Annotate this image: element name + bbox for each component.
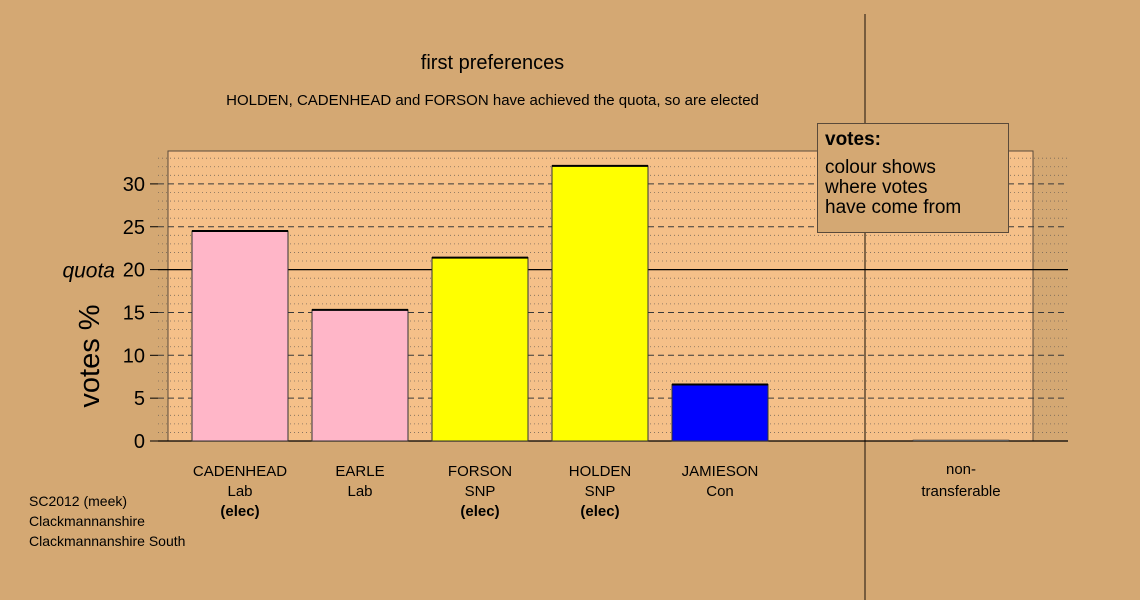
bar-jamieson: [671, 383, 769, 442]
category-label-party: SNP: [465, 483, 496, 500]
legend-line: have come from: [825, 197, 962, 218]
category-label-name: CADENHEAD: [193, 463, 287, 480]
category-label-elected: (elec): [220, 503, 259, 520]
category-label-party: Con: [706, 483, 734, 500]
y-tick-label: 10: [123, 345, 145, 367]
category-label-elected: (elec): [460, 503, 499, 520]
bar-holden: [551, 165, 649, 442]
chart-title: first preferences: [420, 52, 565, 74]
legend-line: where votes: [825, 177, 928, 198]
bar-earle: [311, 309, 409, 442]
category-label-name: HOLDEN: [569, 463, 632, 480]
y-tick-label: 0: [134, 431, 145, 453]
y-tick-label: 25: [123, 217, 145, 239]
bar-cadenhead: [191, 230, 289, 442]
y-tick-label: 5: [134, 388, 145, 410]
category-label-name: EARLE: [335, 463, 384, 480]
chart-subtitle: HOLDEN, CADENHEAD and FORSON have achiev…: [226, 92, 759, 109]
category-label-name: JAMIESON: [682, 463, 759, 480]
y-tick-label: 15: [123, 302, 145, 324]
category-label-name: FORSON: [448, 463, 512, 480]
y-axis-label: votes %: [74, 304, 106, 407]
quota-label: quota: [62, 260, 115, 283]
nontransferable-label: non-: [946, 461, 976, 478]
footer-council: Clackmannanshire: [29, 513, 145, 529]
y-tick-label: 30: [123, 174, 145, 196]
legend-line: colour shows: [825, 157, 936, 178]
category-label-elected: (elec): [580, 503, 619, 520]
legend-box: votes: colour shows where votes have com…: [817, 123, 1009, 233]
category-label-party: Lab: [227, 483, 252, 500]
nontransferable-label: transferable: [921, 483, 1000, 500]
bar-forson: [431, 257, 529, 442]
y-tick-label: 20: [123, 260, 145, 282]
category-label-party: Lab: [347, 483, 372, 500]
legend-title: votes:: [825, 129, 881, 150]
footer-election: SC2012 (meek): [29, 493, 128, 509]
bar-nontransferable: [912, 439, 1010, 442]
category-label-party: SNP: [585, 483, 616, 500]
footer-ward: Clackmannanshire South: [29, 533, 186, 549]
